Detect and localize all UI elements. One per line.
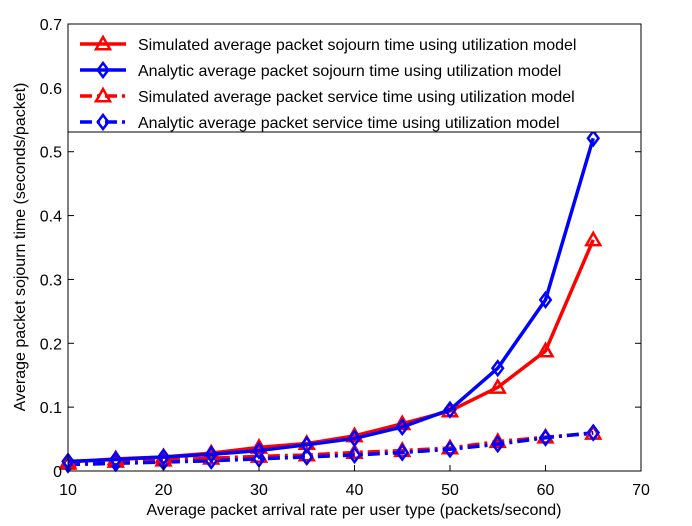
- data-point: [347, 445, 362, 465]
- data-point: [252, 441, 266, 460]
- y-axis-ticks: 0 0.1 0.2 0.3 0.4 0.5 0.6 0.7: [40, 17, 641, 481]
- series-1: [61, 129, 601, 471]
- y-tick-label: 0.7: [40, 17, 62, 34]
- data-point: [490, 435, 505, 454]
- data-point: [443, 400, 457, 419]
- data-point: [395, 417, 410, 437]
- legend: Simulated average packet sojourn time us…: [67, 23, 642, 133]
- data-point: [395, 443, 410, 462]
- y-tick-label: 0.4: [40, 209, 62, 226]
- legend-marker: [96, 112, 110, 132]
- legend-label: Analytic average packet sojourn time usi…: [138, 63, 561, 80]
- series-line: [67, 137, 595, 464]
- legend-label: Simulated average packet sojourn time us…: [138, 37, 576, 54]
- legend-marker: [93, 86, 113, 103]
- data-point: [586, 129, 601, 148]
- y-tick-label: 0.3: [40, 272, 62, 289]
- data-point: [347, 429, 362, 448]
- data-point: [156, 447, 171, 467]
- data-point: [443, 440, 457, 459]
- data-point: [490, 359, 505, 378]
- x-tick-label: 60: [537, 482, 555, 499]
- y-tick-label: 0.2: [40, 336, 62, 353]
- x-tick-label: 30: [250, 482, 268, 499]
- legend-label: Analytic average packet service time usi…: [138, 115, 560, 132]
- legend-label: Simulated average packet service time us…: [138, 89, 575, 106]
- data-point: [299, 435, 314, 454]
- data-point: [299, 447, 314, 467]
- data-point: [538, 428, 553, 447]
- data-point: [584, 230, 603, 247]
- data-point: [204, 445, 219, 464]
- y-tick-label: 0.5: [40, 145, 62, 162]
- x-axis-label: Average packet arrival rate per user typ…: [146, 502, 561, 519]
- x-tick-label: 20: [155, 482, 173, 499]
- y-tick-label: 0.6: [40, 81, 62, 98]
- x-tick-label: 70: [632, 482, 650, 499]
- data-point: [536, 341, 555, 358]
- data-point: [586, 423, 601, 442]
- legend-marker: [93, 34, 113, 51]
- y-axis-label: Average packet sojourn time (seconds/pac…: [12, 83, 29, 412]
- legend-marker: [96, 60, 110, 80]
- y-tick-label: 0: [53, 464, 62, 481]
- data-point: [108, 450, 123, 469]
- data-point: [488, 377, 507, 394]
- x-tick-label: 10: [59, 482, 77, 499]
- y-tick-label: 0.1: [40, 400, 62, 417]
- x-tick-label: 50: [441, 482, 459, 499]
- plot-series: [58, 129, 603, 474]
- legend-box: [67, 23, 642, 133]
- x-tick-label: 40: [346, 482, 364, 499]
- data-point: [538, 290, 553, 309]
